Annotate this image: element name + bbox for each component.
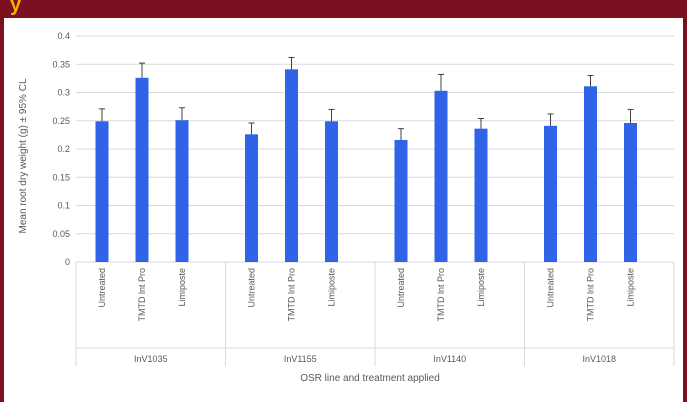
bar (95, 121, 109, 262)
bar (474, 128, 488, 262)
y-tick-label: 0.4 (57, 31, 70, 41)
x-category-label: TMTD lnt Pro (436, 268, 446, 322)
header-band: y (0, 0, 687, 18)
x-group-label: InV1140 (433, 354, 466, 364)
x-category-label: Limiposte (626, 268, 636, 307)
bar (325, 121, 338, 262)
bar (434, 90, 448, 263)
y-axis-ticks: 0 0.05 0.1 0.15 0.2 0.25 0.3 0.35 0.4 (52, 31, 70, 267)
bar (544, 125, 557, 263)
x-category-label: Limiposte (327, 268, 337, 307)
x-group-label: InV1035 (134, 354, 168, 364)
x-category-label: TMTD lnt Pro (586, 268, 596, 322)
y-tick-label: 0.05 (52, 229, 70, 239)
chart-frame: 0 0.05 0.1 0.15 0.2 0.25 0.3 0.35 0.4 Untreated T… (4, 18, 683, 402)
x-category-label: Limiposte (476, 268, 486, 307)
bar (624, 123, 637, 262)
left-border (0, 18, 4, 402)
x-axis-group-labels: InV1035 InV1155 InV1140 InV1018 (134, 354, 616, 364)
x-category-label: Untreated (97, 268, 107, 308)
x-axis-category-labels: Untreated TMTD lnt Pro Limiposte Untreated T… (97, 268, 636, 322)
error-bars (99, 56, 634, 140)
bar (135, 77, 149, 262)
y-tick-label: 0.3 (57, 88, 70, 98)
x-category-label: Untreated (546, 268, 556, 308)
header-title-fragment: y (10, 0, 22, 16)
bar (285, 69, 298, 263)
y-tick-label: 0 (65, 257, 70, 267)
bars (95, 69, 637, 263)
x-category-label: Limiposte (177, 268, 187, 307)
y-tick-label: 0.15 (52, 172, 70, 182)
y-tick-label: 0.2 (57, 144, 70, 154)
right-border (683, 18, 687, 402)
bar (245, 134, 258, 262)
x-category-label: Untreated (247, 268, 257, 308)
x-group-label: InV1018 (582, 354, 616, 364)
x-category-label: Untreated (396, 268, 406, 308)
bar-chart: 0 0.05 0.1 0.15 0.2 0.25 0.3 0.35 0.4 Untreated T… (18, 31, 675, 384)
x-category-label: TMTD lnt Pro (287, 268, 297, 322)
y-axis-title: Mean root dry weight (g) ± 95% CL (18, 78, 29, 233)
y-tick-label: 0.1 (57, 201, 70, 211)
y-tick-label: 0.25 (52, 116, 70, 126)
bar (584, 86, 597, 262)
x-category-label: TMTD lnt Pro (137, 268, 147, 322)
x-group-label: InV1155 (284, 354, 317, 364)
x-axis-title: OSR line and treatment applied (300, 373, 440, 384)
bar (394, 139, 408, 262)
bar (175, 120, 189, 262)
y-tick-label: 0.35 (52, 59, 70, 69)
